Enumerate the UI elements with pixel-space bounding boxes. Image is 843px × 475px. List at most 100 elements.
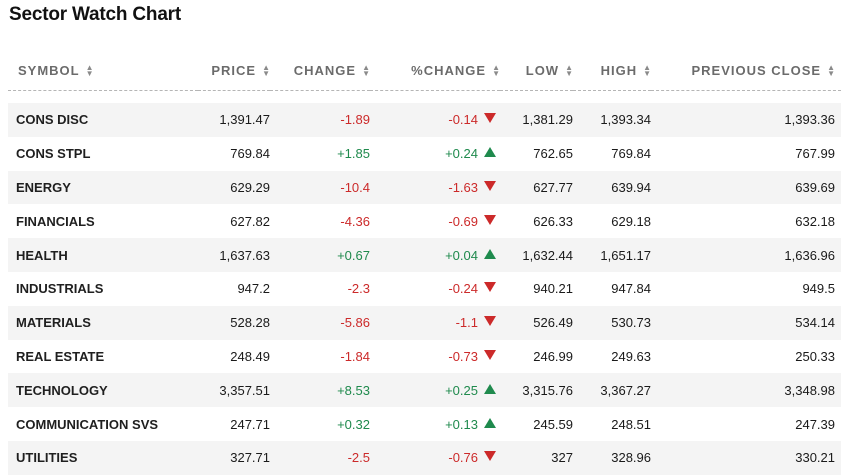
change-cell: -4.36	[340, 213, 370, 229]
pct-change-cell: -0.76	[370, 440, 500, 475]
column-header-pct-change[interactable]: %CHANGE ▲ ▼	[370, 50, 500, 91]
previous-close-cell: 1,393.36	[651, 103, 841, 137]
low-cell: 1,632.44	[500, 238, 573, 272]
price-cell: 327.71	[198, 440, 270, 475]
up-arrow-icon	[484, 383, 496, 394]
pct-change-cell: +0.04	[370, 238, 500, 272]
sort-icon: ▲ ▼	[643, 63, 651, 79]
header-row: SYMBOL ▲ ▼ PRICE ▲ ▼ CHANGE ▲ ▼ %CHANGE ▲ ▼ LOW ▲…	[8, 50, 841, 91]
price-cell: 247.71	[230, 416, 270, 432]
previous-close-cell: 632.18	[795, 213, 835, 229]
up-arrow-icon	[484, 248, 496, 259]
price-cell: 528.28	[198, 305, 270, 340]
pct-change-cell: +0.13	[370, 407, 500, 441]
pct-change-cell: -0.14	[370, 103, 500, 137]
price-cell: 947.2	[237, 281, 270, 297]
change-cell: -5.86	[270, 305, 370, 340]
up-arrow-icon	[484, 417, 496, 428]
column-header-symbol[interactable]: SYMBOL ▲ ▼	[8, 50, 198, 91]
pct-change-cell: +0.24	[370, 137, 500, 171]
symbol-cell[interactable]: CONS STPL	[16, 146, 91, 162]
down-arrow-icon	[484, 113, 496, 124]
column-header-label: CHANGE	[293, 62, 357, 78]
sort-icon: ▲ ▼	[262, 63, 270, 79]
sector-table: SYMBOL ▲ ▼ PRICE ▲ ▼ CHANGE ▲ ▼ %CHANGE ▲ ▼ LOW ▲…	[8, 50, 841, 475]
table-row[interactable]: UTILITIES 327.71 -2.5 -0.76 327 328.96 330.21	[8, 440, 841, 475]
pct-change-value: +0.04	[445, 247, 478, 263]
pct-change-cell: -0.73	[370, 340, 500, 374]
pct-change-value: -0.14	[448, 112, 478, 128]
previous-close-cell: 1,636.96	[651, 238, 841, 272]
low-cell: 940.21	[533, 281, 573, 297]
symbol-cell[interactable]: FINANCIALS	[16, 213, 95, 229]
symbol-cell[interactable]: REAL ESTATE	[16, 348, 105, 364]
price-cell: 248.49	[230, 348, 270, 364]
table-row[interactable]: CONS STPL 769.84 +1.85 +0.24 762.65 769.84 767…	[8, 137, 841, 171]
pct-change-cell: -0.24	[370, 272, 500, 306]
table-row[interactable]: COMMUNICATION SVS 247.71 +0.32 +0.13 245.59 2…	[8, 407, 841, 441]
high-cell: 639.94	[573, 170, 651, 205]
pct-change-cell: -0.69	[370, 204, 500, 238]
pct-change-cell: -1.1	[370, 305, 500, 340]
table-row[interactable]: CONS DISC 1,391.47 -1.89 -0.14 1,381.29 1,393…	[8, 103, 841, 137]
high-cell: 769.84	[611, 146, 651, 162]
high-cell: 530.73	[573, 305, 651, 340]
previous-close-cell: 3,348.98	[651, 373, 841, 408]
symbol-cell[interactable]: INDUSTRIALS	[16, 281, 104, 297]
table-row[interactable]: FINANCIALS 627.82 -4.36 -0.69 626.33 629.18 63…	[8, 204, 841, 238]
column-header-label: PRICE	[211, 62, 257, 78]
high-cell: 248.51	[611, 416, 651, 432]
down-arrow-icon	[484, 282, 496, 293]
table-row[interactable]: TECHNOLOGY 3,357.51 +8.53 +0.25 3,315.76 3,36…	[8, 373, 841, 408]
price-cell: 627.82	[230, 213, 270, 229]
low-cell: 246.99	[533, 348, 573, 364]
pct-change-value: -0.73	[448, 348, 478, 364]
down-arrow-icon	[484, 214, 496, 225]
symbol-cell[interactable]: TECHNOLOGY	[8, 373, 198, 408]
symbol-cell[interactable]: COMMUNICATION SVS	[16, 416, 159, 432]
previous-close-cell: 639.69	[651, 170, 841, 205]
table-row[interactable]: HEALTH 1,637.63 +0.67 +0.04 1,632.44 1,651.17…	[8, 238, 841, 272]
pct-change-value: -0.24	[448, 281, 478, 297]
low-cell: 327	[500, 440, 573, 475]
column-header-price[interactable]: PRICE ▲ ▼	[198, 50, 270, 91]
high-cell: 328.96	[573, 440, 651, 475]
down-arrow-icon	[484, 180, 496, 191]
down-arrow-icon	[484, 349, 496, 360]
low-cell: 3,315.76	[500, 373, 573, 408]
change-cell: -1.89	[270, 103, 370, 137]
up-arrow-icon	[484, 147, 496, 158]
column-header-high[interactable]: HIGH ▲ ▼	[573, 50, 651, 91]
sort-icon: ▲ ▼	[85, 63, 94, 79]
table-row[interactable]: ENERGY 629.29 -10.4 -1.63 627.77 639.94 639.69	[8, 170, 841, 205]
change-cell: -10.4	[270, 170, 370, 205]
column-header-low[interactable]: LOW ▲ ▼	[500, 50, 573, 91]
pct-change-value: +0.25	[445, 382, 478, 398]
symbol-cell[interactable]: UTILITIES	[8, 440, 198, 475]
previous-close-cell: 247.39	[795, 416, 835, 432]
column-header-change[interactable]: CHANGE ▲ ▼	[270, 50, 370, 91]
previous-close-cell: 767.99	[795, 146, 835, 162]
previous-close-cell: 330.21	[651, 440, 841, 475]
symbol-cell[interactable]: MATERIALS	[8, 305, 198, 340]
table-row[interactable]: INDUSTRIALS 947.2 -2.3 -0.24 940.21 947.84 949…	[8, 272, 841, 306]
high-cell: 1,393.34	[573, 103, 651, 137]
high-cell: 1,651.17	[573, 238, 651, 272]
symbol-cell[interactable]: CONS DISC	[8, 103, 198, 137]
table-row[interactable]: MATERIALS 528.28 -5.86 -1.1 526.49 530.73 534.…	[8, 305, 841, 340]
change-cell: +0.32	[337, 416, 370, 432]
pct-change-cell: +0.25	[370, 373, 500, 408]
change-cell: +8.53	[270, 373, 370, 408]
high-cell: 3,367.27	[573, 373, 651, 408]
price-cell: 1,391.47	[198, 103, 270, 137]
change-cell: +1.85	[337, 146, 370, 162]
sort-icon: ▲ ▼	[492, 63, 500, 79]
low-cell: 245.59	[533, 416, 573, 432]
pct-change-value: -0.76	[448, 450, 478, 466]
symbol-cell[interactable]: ENERGY	[8, 170, 198, 205]
table-row[interactable]: REAL ESTATE 248.49 -1.84 -0.73 246.99 249.63 2…	[8, 340, 841, 374]
pct-change-value: -1.63	[448, 179, 478, 195]
previous-close-cell: 534.14	[651, 305, 841, 340]
symbol-cell[interactable]: HEALTH	[8, 238, 198, 272]
column-header-previous-close[interactable]: PREVIOUS CLOSE ▲ ▼	[651, 50, 841, 91]
